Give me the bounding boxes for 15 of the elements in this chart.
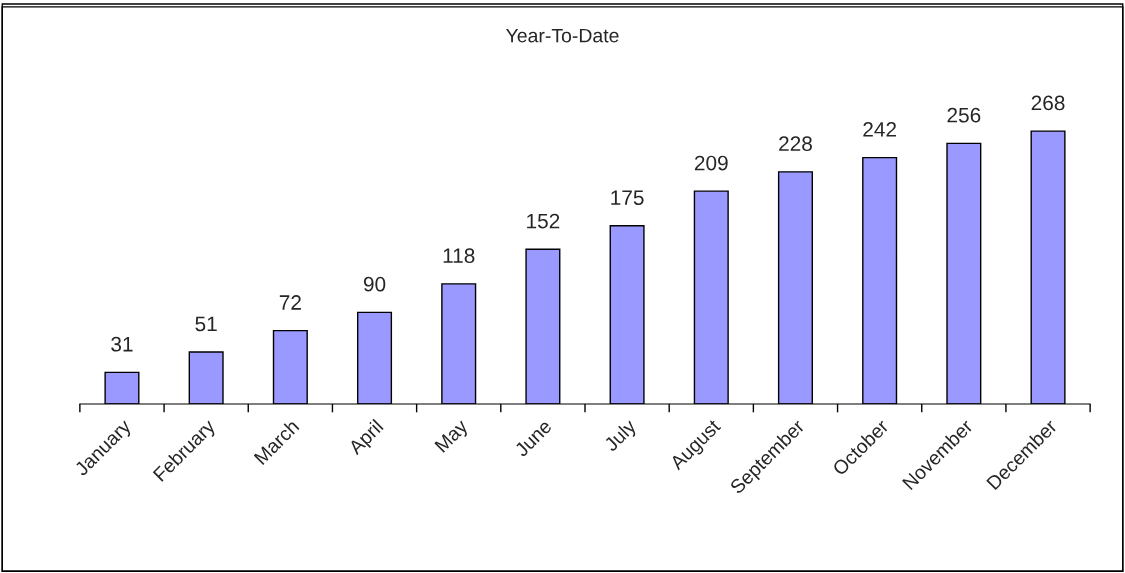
chart-title: Year-To-Date <box>506 28 619 43</box>
x-tick-label: July <box>602 417 640 455</box>
data-label: 31 <box>111 336 133 352</box>
data-label: 51 <box>195 316 217 332</box>
data-label: 256 <box>947 107 981 123</box>
data-label: 90 <box>363 276 386 292</box>
data-label: 72 <box>279 295 301 310</box>
data-label: 209 <box>694 155 728 171</box>
data-label: 268 <box>1031 95 1065 111</box>
data-label: 118 <box>443 248 475 264</box>
data-label: 152 <box>527 213 560 229</box>
data-label: 242 <box>863 122 896 137</box>
x-tick-label: May <box>434 418 472 456</box>
data-label: 228 <box>779 136 812 152</box>
data-label: 175 <box>611 190 644 206</box>
